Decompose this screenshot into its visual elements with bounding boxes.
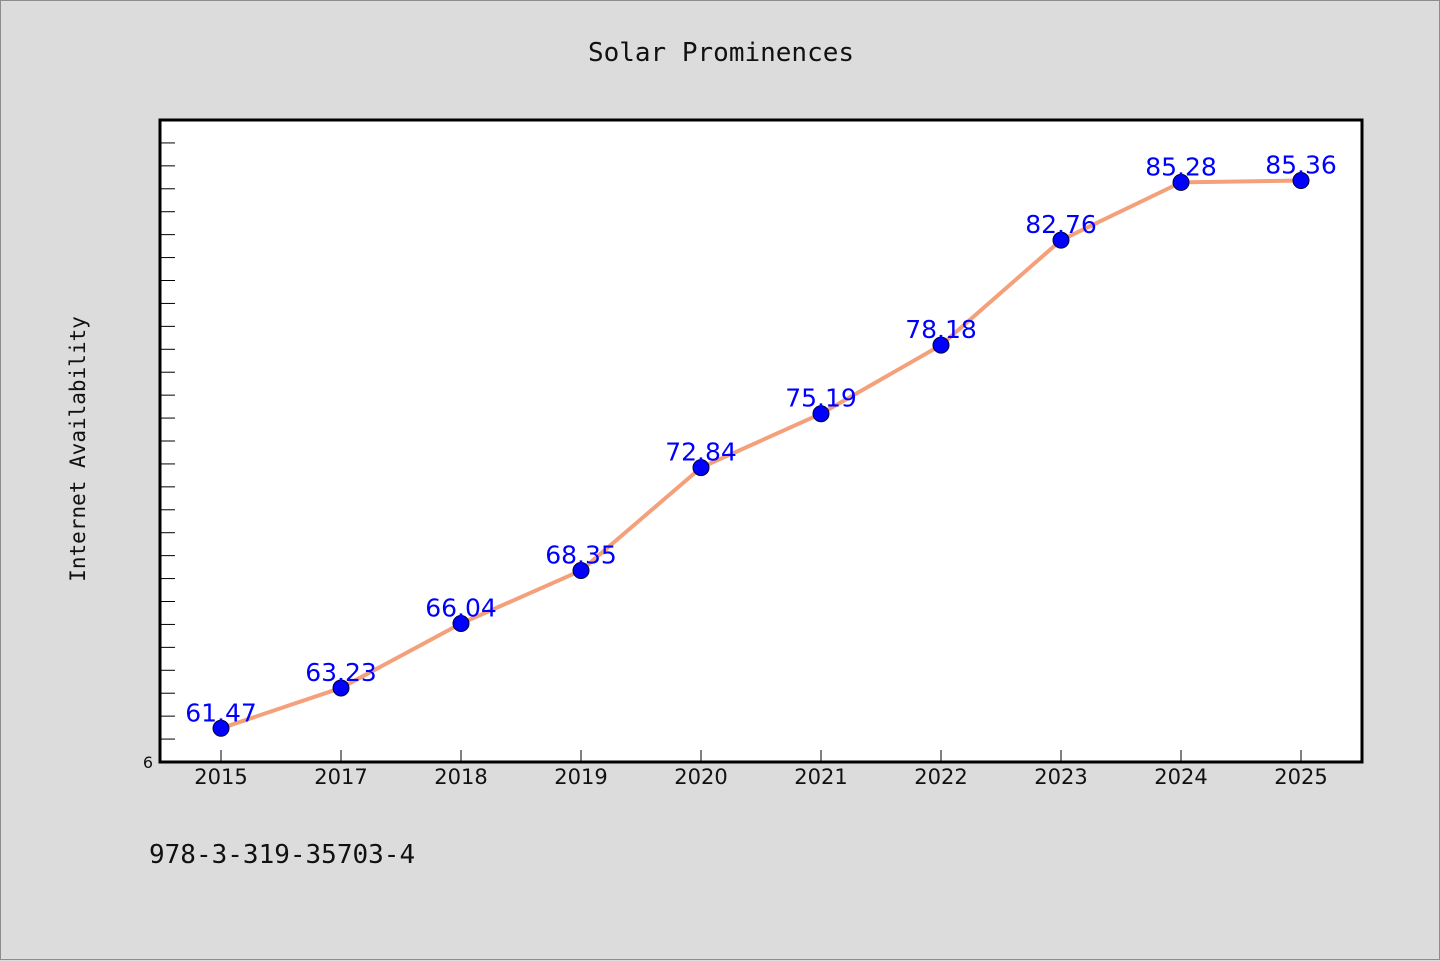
- data-label: 75.19: [785, 384, 857, 413]
- data-label: 85.36: [1265, 151, 1337, 180]
- x-axis-tick-label: 2021: [794, 765, 847, 789]
- data-point: [452, 615, 470, 633]
- x-axis-tick-label: 2022: [914, 765, 967, 789]
- data-point: [692, 459, 710, 477]
- data-label: 72.84: [665, 438, 737, 467]
- data-point: [812, 405, 830, 423]
- x-axis-tick-label: 2019: [554, 765, 607, 789]
- data-label: 61.47: [185, 698, 257, 727]
- y-axis-tick-label: 6: [143, 753, 153, 772]
- data-point: [1292, 172, 1310, 190]
- data-point: [1172, 173, 1190, 191]
- x-axis-ticks: 2015 2017 2018 2019 2020 2021 2022 2023 2024 2025: [194, 750, 1328, 789]
- x-axis-tick-label: 2023: [1034, 765, 1087, 789]
- data-label: 78.18: [905, 315, 977, 344]
- x-axis-tick-label: 2017: [314, 765, 367, 789]
- x-axis-tick-label: 2024: [1154, 765, 1207, 789]
- x-axis-tick-label: 2015: [194, 765, 247, 789]
- data-point: [212, 719, 230, 737]
- isbn-text: 978-3-319-35703-4: [149, 840, 415, 870]
- y-axis-ticks: 6: [143, 142, 175, 772]
- series-points-group: [212, 172, 1310, 737]
- data-point: [932, 336, 950, 354]
- data-point: [572, 562, 590, 580]
- data-point: [1052, 231, 1070, 249]
- x-axis-tick-label: 2020: [674, 765, 727, 789]
- data-label: 63.23: [305, 658, 377, 687]
- data-label: 66.04: [425, 594, 497, 623]
- data-point: [332, 679, 350, 697]
- x-axis-tick-label: 2025: [1274, 765, 1327, 789]
- data-label: 68.35: [545, 541, 617, 570]
- y-axis-label: Internet Availability: [66, 316, 90, 582]
- series-line: [219, 178, 1303, 731]
- data-label: 85.28: [1145, 152, 1217, 181]
- x-axis-tick-label: 2018: [434, 765, 487, 789]
- series-data-labels: 61.47 63.23 66.04 68.35 72.84 75.19 78.18 82.76…: [185, 151, 1337, 728]
- data-label: 82.76: [1025, 210, 1097, 239]
- series-line-group: [219, 178, 1303, 731]
- chart-title: Solar Prominences: [588, 38, 854, 68]
